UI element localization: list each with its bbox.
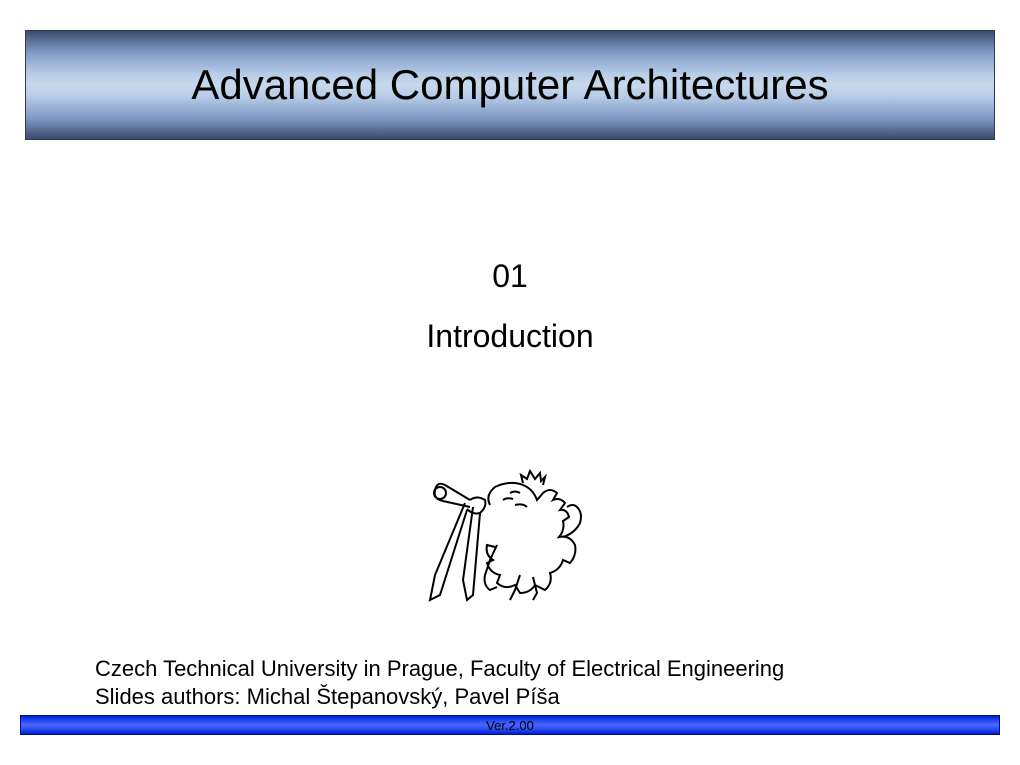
logo-container [0, 445, 1020, 605]
lecture-title: Introduction [0, 318, 1020, 355]
title-text: Advanced Computer Architectures [191, 61, 828, 109]
credits-institution: Czech Technical University in Prague, Fa… [95, 656, 784, 682]
ctu-lion-logo-icon [415, 445, 605, 605]
title-bar: Advanced Computer Architectures [25, 30, 995, 140]
version-text: Ver.2.00 [486, 718, 534, 733]
credits-authors: Slides authors: Michal Štepanovský, Pave… [95, 684, 560, 710]
version-bar: Ver.2.00 [20, 715, 1000, 735]
lecture-number: 01 [0, 258, 1020, 295]
